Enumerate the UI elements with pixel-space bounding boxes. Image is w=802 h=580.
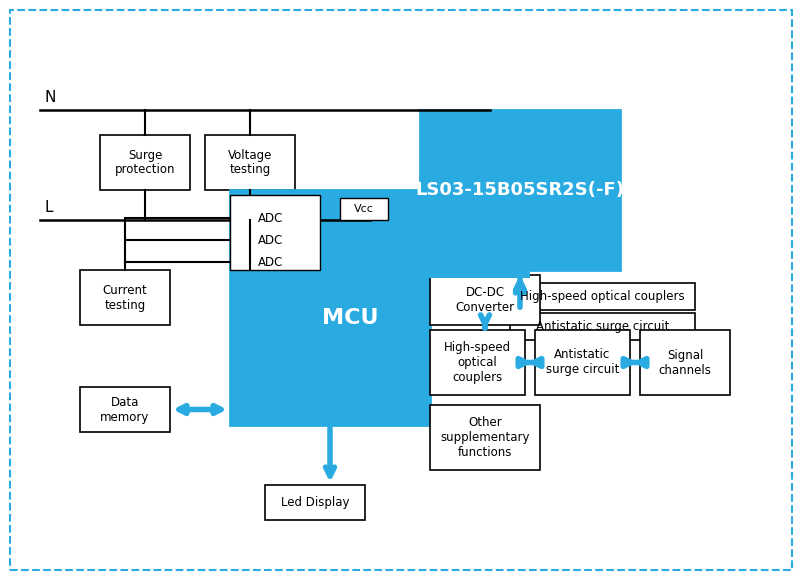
Bar [430,330,525,395]
Text: Signal
channels: Signal channels [658,349,711,376]
Bar [340,198,388,220]
Bar [100,135,190,190]
Text: DC-DC
Converter: DC-DC Converter [456,286,515,314]
Text: ADC: ADC [258,212,283,224]
Bar [80,387,170,432]
Text: LS03-15B05SR2S(-F): LS03-15B05SR2S(-F) [415,181,625,199]
Text: Data
memory: Data memory [100,396,150,423]
Text: Other
supplementary
functions: Other supplementary functions [440,416,530,459]
Bar [640,330,730,395]
Text: Antistatic surge circuit: Antistatic surge circuit [536,320,669,333]
Text: ADC: ADC [258,234,283,246]
Bar [510,283,695,310]
Text: Surge
protection: Surge protection [115,148,176,176]
Bar [80,270,170,325]
Bar [230,195,320,270]
Text: High-speed optical couplers: High-speed optical couplers [520,290,685,303]
Bar [370,262,530,278]
Text: ADC: ADC [258,256,283,269]
Bar [265,485,365,520]
Bar [205,135,295,190]
Text: Led Display: Led Display [281,496,349,509]
Bar [535,330,630,395]
Bar [430,405,540,470]
Bar [420,110,620,270]
Bar [230,190,430,425]
Text: MCU: MCU [322,307,379,328]
Text: Vcc: Vcc [354,204,374,214]
Text: N: N [45,90,56,106]
Text: Antistatic
surge circuit: Antistatic surge circuit [546,349,619,376]
Text: Voltage
testing: Voltage testing [228,148,272,176]
Text: L: L [45,201,54,216]
Text: Current
testing: Current testing [103,284,148,311]
Text: High-speed
optical
couplers: High-speed optical couplers [444,341,511,384]
Bar [510,313,695,340]
Bar [430,275,540,325]
